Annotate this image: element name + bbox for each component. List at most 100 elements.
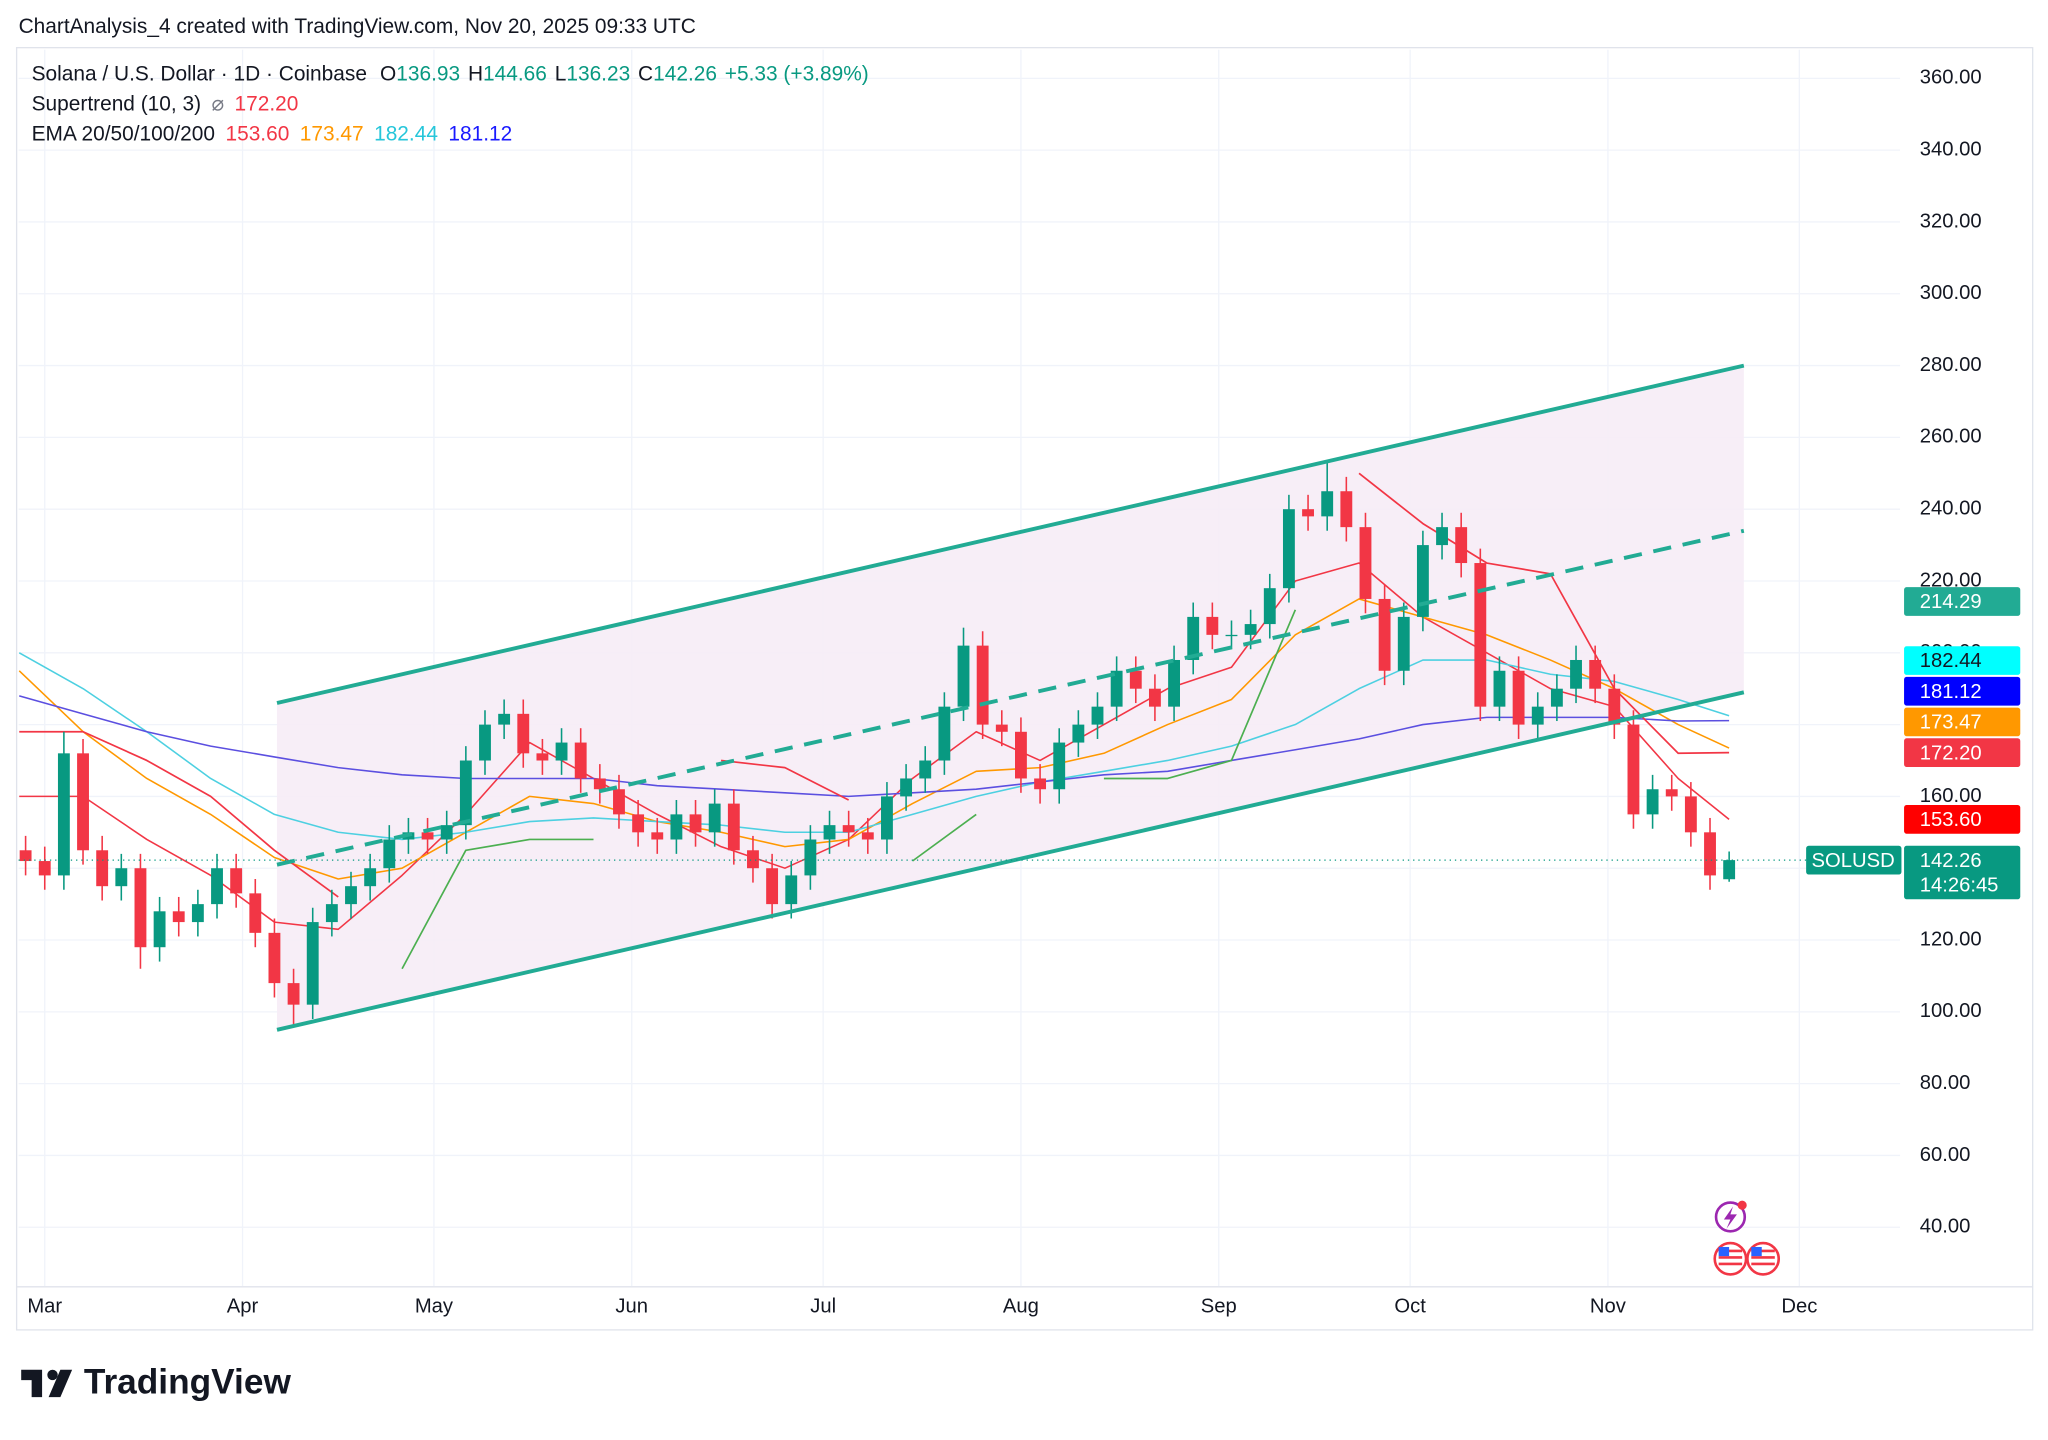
candle-body — [804, 839, 817, 876]
channel-upper — [276, 363, 1745, 705]
price-label-box — [1904, 738, 2021, 767]
candle-body — [1187, 616, 1200, 660]
candle-body — [1627, 724, 1640, 815]
price-label-box — [1904, 676, 2021, 706]
candle-body — [306, 922, 319, 1005]
supertrend-line — [401, 609, 1297, 970]
candle-body — [1034, 778, 1047, 790]
y-tick-label: 80.00 — [1920, 1072, 1971, 1094]
channel-middle — [276, 528, 1745, 867]
candle-body — [1053, 742, 1066, 790]
current-price-box — [1904, 845, 2021, 900]
current-symbol: SOLUSD — [1812, 850, 1895, 872]
candle-body — [1684, 796, 1697, 833]
candle-body — [1474, 563, 1487, 707]
candle-body — [766, 868, 779, 905]
high: 144.66 — [483, 62, 547, 85]
chart-frame — [15, 47, 2034, 1331]
candle-body — [1129, 670, 1142, 689]
candle-body — [613, 789, 625, 815]
candle-body — [1570, 659, 1582, 689]
news-dot — [1737, 1200, 1747, 1210]
x-tick-label: Sep — [1201, 1295, 1237, 1317]
credit: ChartAnalysis_4 created with TradingView… — [19, 15, 696, 38]
y-tick-label: 220.00 — [1920, 569, 1982, 591]
o-label: O — [380, 62, 396, 85]
candle-body — [976, 645, 989, 725]
ema-line — [19, 562, 1730, 931]
supertrend-value: 172.20 — [235, 92, 299, 115]
candle-body — [57, 753, 70, 876]
candle-body — [1206, 616, 1219, 635]
candle-body — [938, 706, 951, 761]
candle-body — [19, 850, 32, 862]
y-tick-label: 320.00 — [1920, 210, 1982, 232]
y-tick-label: 40.00 — [1920, 1216, 1971, 1238]
candle-body — [1436, 527, 1448, 546]
price-label: 173.47 — [1920, 712, 1982, 734]
candle-body — [345, 886, 357, 905]
countdown: 14:26:45 — [1920, 875, 1999, 897]
candle-body — [1493, 670, 1506, 707]
y-tick-label: 360.00 — [1920, 67, 1982, 89]
x-tick-label: Nov — [1590, 1295, 1627, 1317]
candle-body — [1263, 588, 1276, 625]
plot-area — [18, 49, 1901, 1287]
legend-supertrend: Supertrend (10, 3) ⌀ 172.20 — [32, 92, 299, 115]
candle-body — [900, 778, 913, 797]
y-tick-label: 240.00 — [1920, 498, 1982, 520]
candle-body — [823, 825, 836, 840]
current-price: 142.26 — [1920, 850, 1982, 872]
current-symbol-box — [1806, 845, 1902, 875]
candle-body — [459, 760, 472, 826]
ema-value: 181.12 — [448, 122, 512, 145]
candle-body — [383, 839, 396, 869]
supertrend-symbol: ⌀ — [212, 92, 225, 115]
candle-body — [747, 850, 759, 869]
legend-ema: EMA 20/50/100/200 153.60 173.47 182.44 181.1… — [32, 122, 513, 145]
candle-body — [689, 814, 702, 833]
y-tick-label: 60.00 — [1920, 1144, 1971, 1166]
candle-body — [555, 742, 568, 761]
y-tick-label: 340.00 — [1920, 138, 1982, 160]
ema-value: 153.60 — [225, 122, 289, 145]
x-tick-label: Mar — [27, 1295, 62, 1317]
candle-body — [1723, 860, 1736, 880]
candle-body — [153, 911, 166, 948]
ema-name: EMA 20/50/100/200 — [32, 122, 215, 145]
candle-body — [1531, 706, 1544, 725]
flag-canton — [1718, 1246, 1730, 1257]
candle-body — [1550, 688, 1563, 707]
logo-mark — [21, 1369, 73, 1398]
flag-stripes — [1718, 1249, 1775, 1266]
candle-body — [1225, 634, 1238, 637]
y-tick-label: 260.00 — [1920, 426, 1982, 448]
candle-body — [1704, 832, 1716, 876]
candle-body — [211, 868, 223, 905]
y-tick-label: 160.00 — [1920, 785, 1982, 807]
candle-body — [1665, 789, 1678, 797]
low: 136.23 — [566, 62, 630, 85]
candle-body — [1110, 670, 1123, 707]
ema-line — [18, 652, 1730, 841]
candle-body — [517, 713, 530, 754]
candle-body — [1302, 509, 1314, 517]
candle-body — [670, 814, 683, 840]
candle-body — [1091, 706, 1104, 725]
candle-body — [861, 832, 874, 840]
x-tick-label: Aug — [1003, 1295, 1039, 1317]
candle-body — [96, 850, 109, 887]
candle-body — [1455, 527, 1468, 564]
candle-body — [785, 875, 798, 905]
flag-canton — [1751, 1246, 1762, 1257]
candle-body — [1608, 688, 1621, 725]
candle-body — [1397, 616, 1410, 671]
change: +5.33 (+3.89%) — [725, 62, 869, 85]
candle-body — [1015, 731, 1027, 779]
candle-body — [1340, 491, 1353, 528]
price-label: 182.44 — [1920, 650, 1982, 672]
candle-body — [1244, 624, 1257, 635]
candle-body — [1646, 789, 1659, 815]
price-label: 153.60 — [1920, 809, 1982, 831]
